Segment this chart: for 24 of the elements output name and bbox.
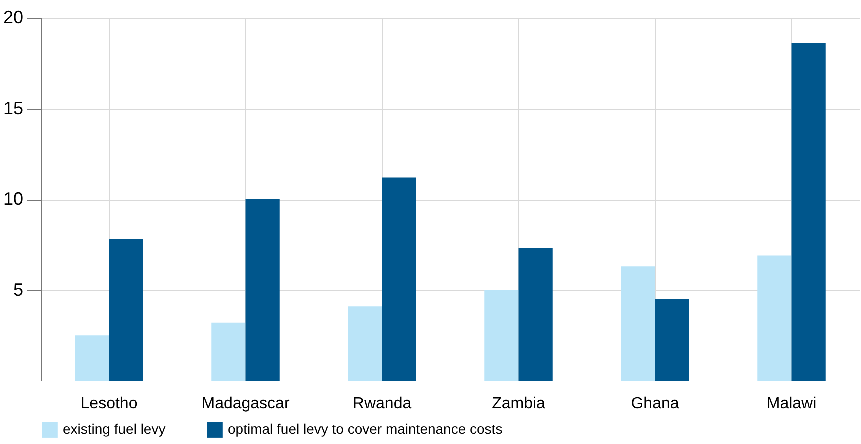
legend-label: existing fuel levy [63,421,166,438]
bar [75,336,110,381]
bar [382,178,416,381]
bar [655,299,690,381]
bar [348,306,382,381]
x-tick-label: Ghana [631,396,680,412]
x-tick-label: Rwanda [352,396,412,412]
y-tick-label: 5 [13,280,24,300]
bar [792,43,826,381]
legend-label: optimal fuel levy to cover maintenance costs [228,421,503,438]
x-tick-label: Zambia [492,396,546,412]
bar [518,248,553,381]
bar [109,239,144,381]
y-tick-label: 15 [3,98,24,118]
bar [484,290,519,381]
bar [621,266,656,381]
x-tick-label: Lesotho [80,396,138,412]
bar [212,322,246,381]
x-tick-label: Madagascar [202,396,290,412]
bar [246,200,280,381]
y-tick-label: 20 [3,8,24,28]
x-tick-label: Malawi [766,396,817,412]
bar [758,256,792,381]
y-tick-label: 10 [3,189,24,209]
